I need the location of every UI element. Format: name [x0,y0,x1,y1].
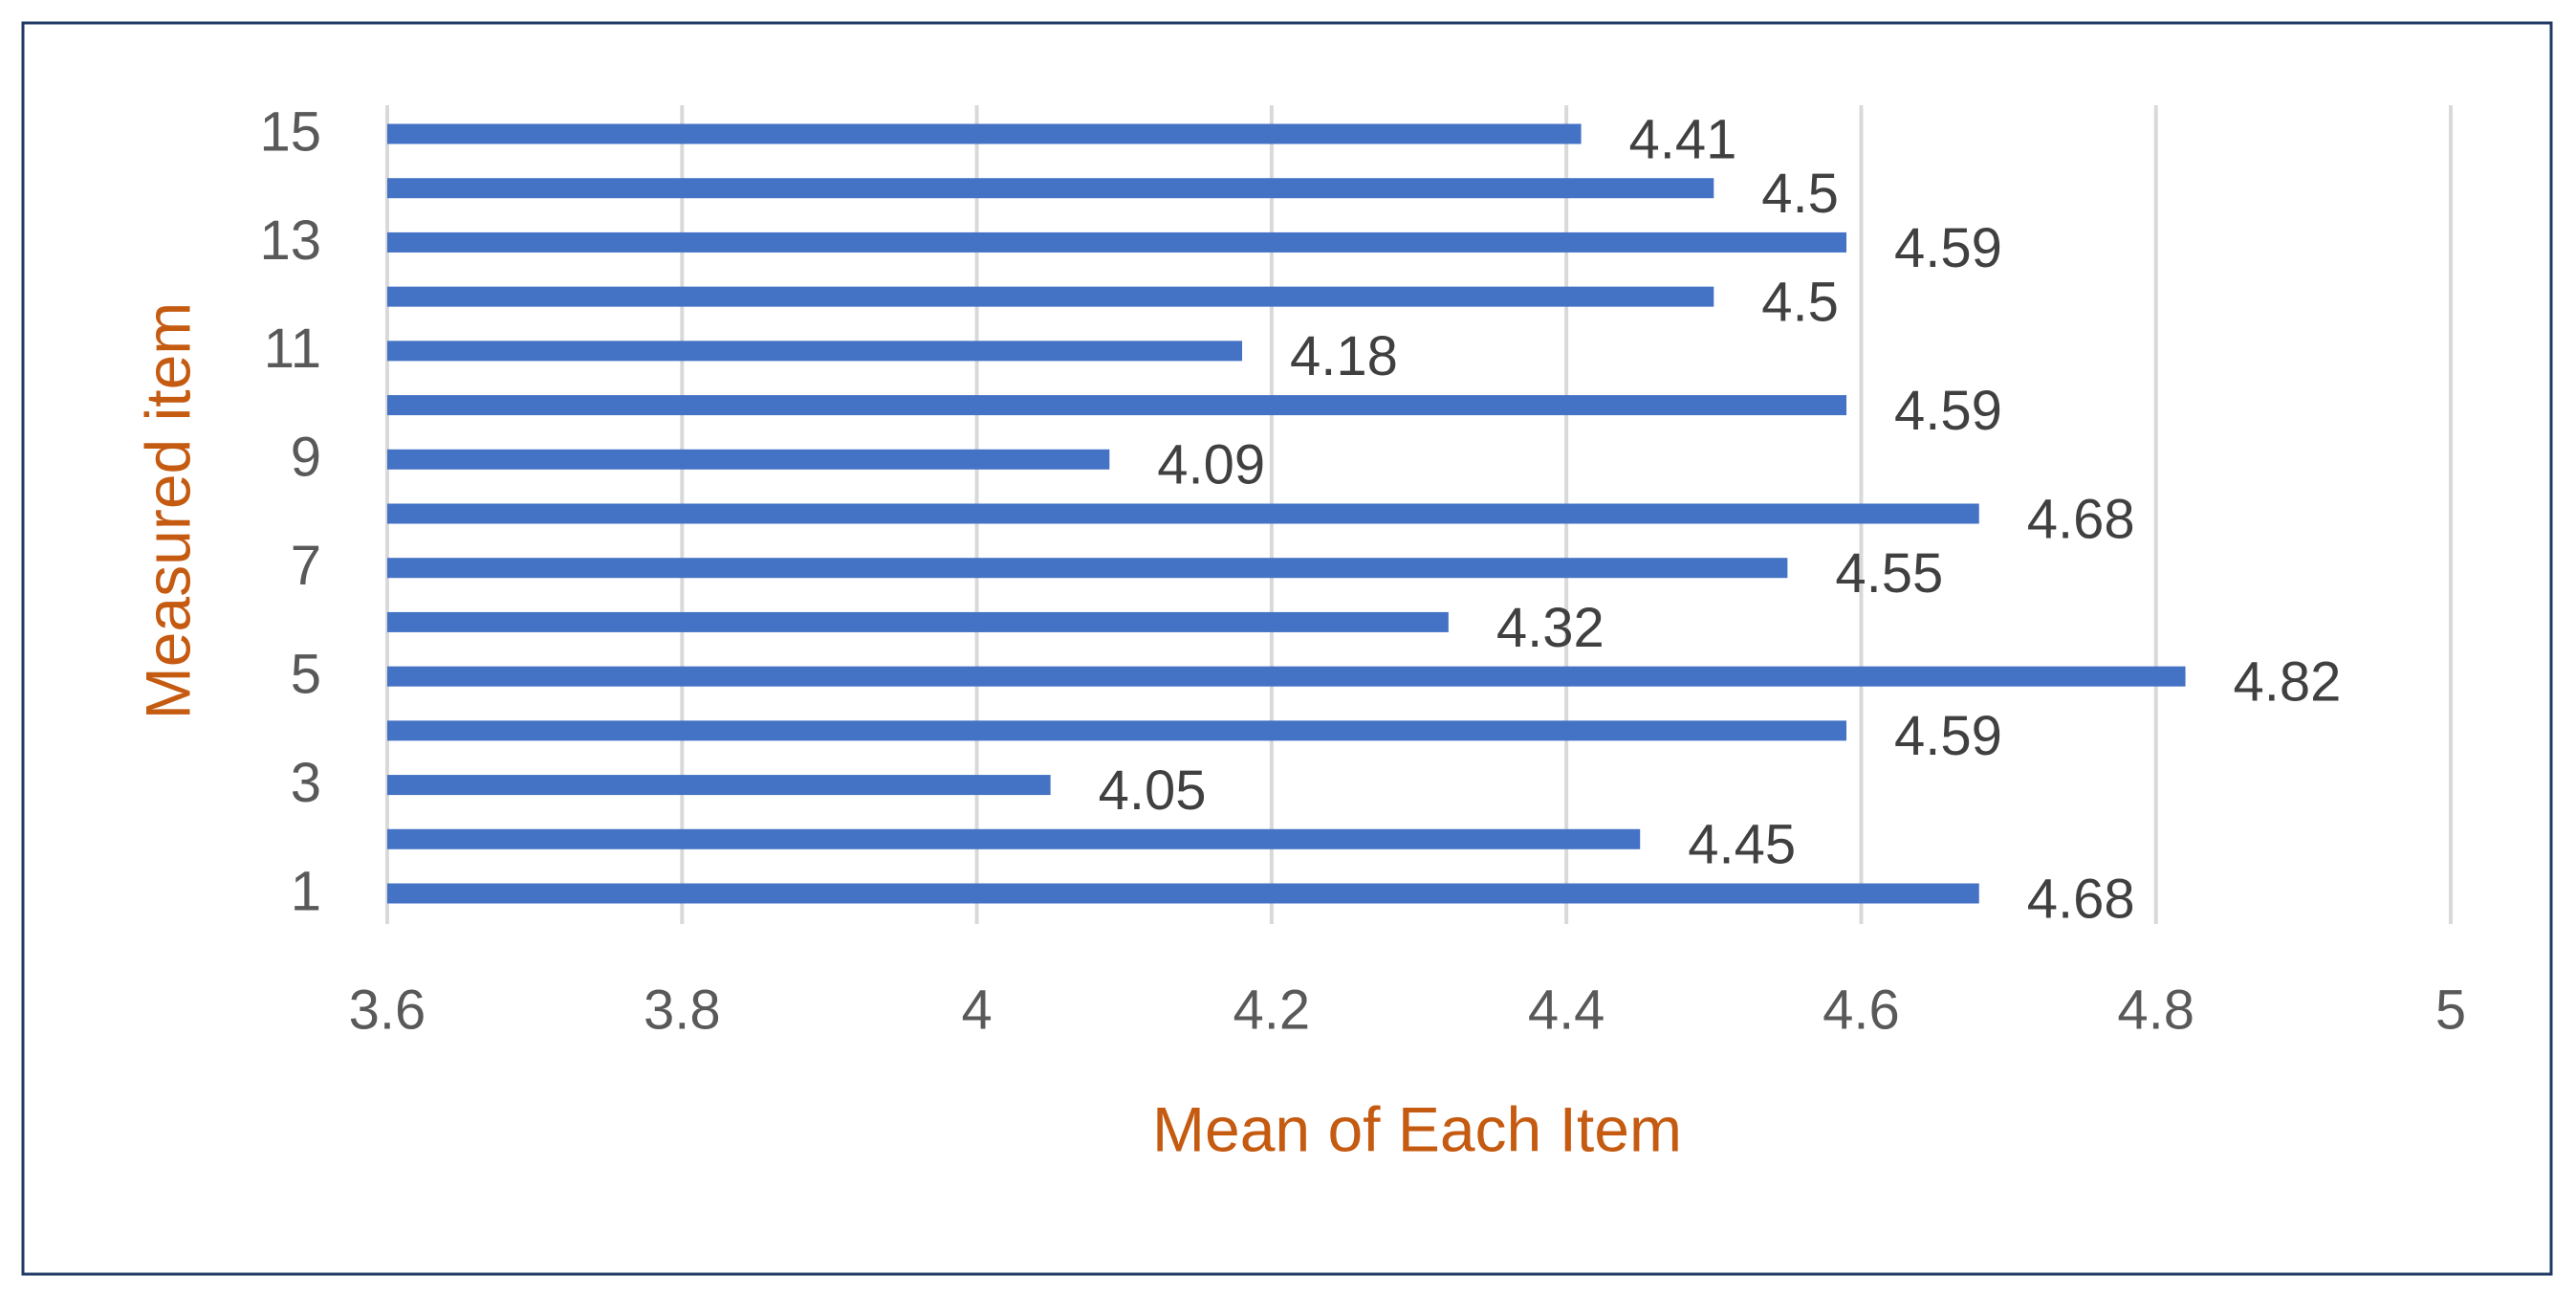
x-tick-label: 3.8 [644,979,721,1041]
bar [387,123,1582,144]
x-tick-label: 4.6 [1823,979,1900,1041]
x-tick-label: 4.2 [1233,979,1311,1041]
data-label: 4.68 [2027,868,2135,930]
x-tick-label: 4.8 [2117,979,2194,1041]
data-label: 4.18 [1290,325,1398,387]
data-label: 4.59 [1894,705,2002,767]
x-tick-label: 4.4 [1528,979,1605,1041]
bar [387,828,1641,849]
data-label: 4.05 [1099,760,1207,822]
y-tick-label: 5 [291,643,321,705]
y-tick-label: 13 [259,209,321,272]
bar [387,883,1979,904]
data-label: 4.82 [2234,650,2342,713]
data-label: 4.32 [1496,597,1605,659]
bar [387,449,1110,470]
bar [387,611,1449,632]
bar [387,503,1979,524]
x-axis-title: Mean of Each Item [1152,1093,1682,1164]
bar [387,720,1847,741]
y-tick-label: 11 [264,318,321,380]
x-tick-label: 5 [2435,979,2466,1041]
data-label: 4.5 [1761,271,1839,333]
data-label: 4.09 [1157,434,1265,496]
data-label: 4.45 [1688,814,1796,876]
bar [387,558,1788,579]
x-tick-label: 3.6 [349,979,426,1041]
data-label: 4.55 [1835,542,1943,605]
chart-border [21,21,2553,1276]
bar [387,666,2186,687]
x-tick-label: 4 [961,979,992,1041]
bar [387,231,1847,253]
data-label: 4.59 [1894,217,2002,279]
bar [387,341,1243,362]
y-tick-label: 7 [291,535,321,597]
data-label: 4.59 [1894,380,2002,442]
y-axis-title: Measured item [132,302,203,720]
y-tick-label: 1 [291,860,321,922]
y-tick-label: 15 [259,100,321,163]
data-label: 4.68 [2027,488,2135,550]
data-label: 4.41 [1629,108,1737,170]
bar [387,775,1051,796]
y-tick-label: 9 [291,427,321,489]
bar [387,178,1714,199]
data-label: 4.5 [1761,163,1839,225]
bar [387,286,1714,307]
bar [387,395,1847,416]
y-tick-label: 3 [291,752,321,814]
